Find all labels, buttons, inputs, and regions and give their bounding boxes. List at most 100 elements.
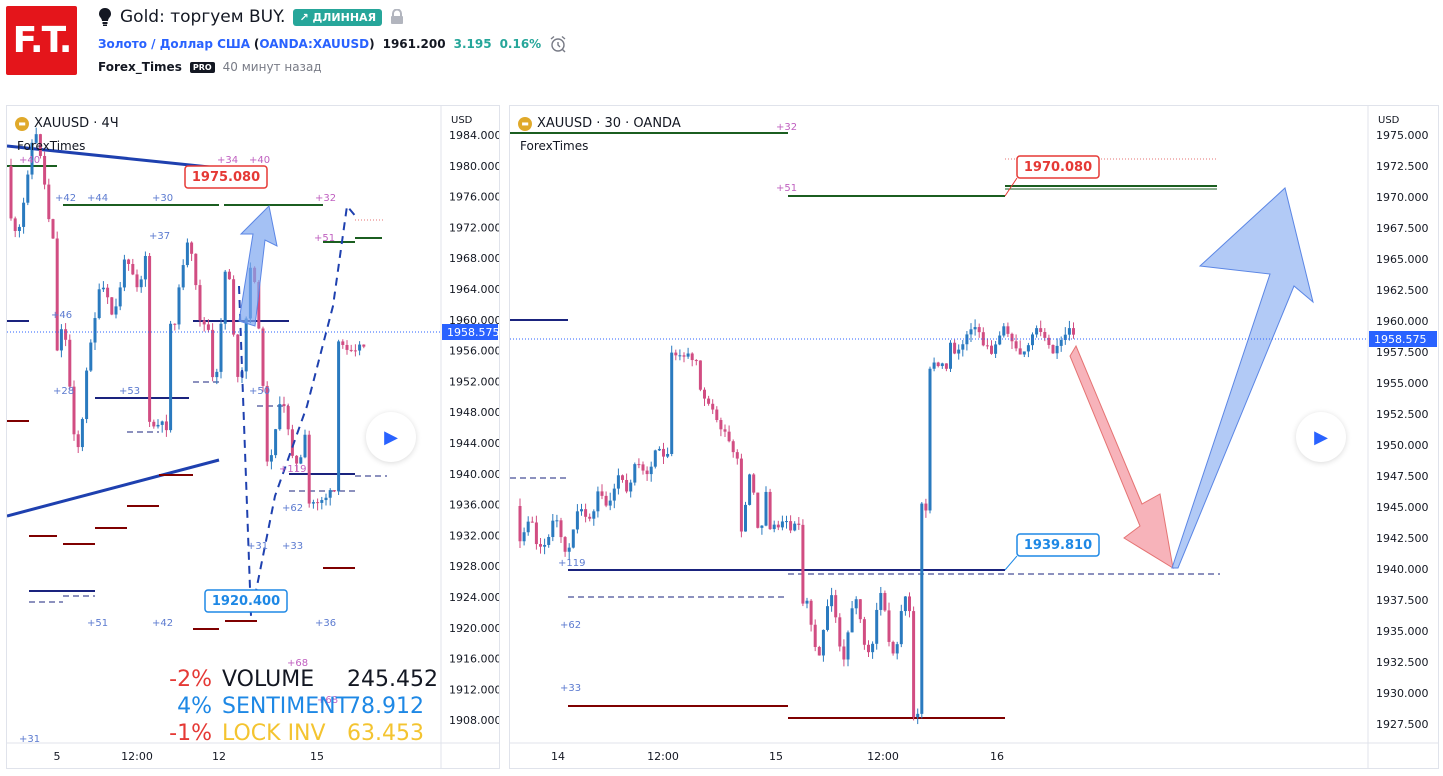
right-candle-body bbox=[994, 344, 998, 354]
right-candle-body bbox=[780, 521, 784, 528]
author-row: Forex_Times PRO 40 минут назад bbox=[98, 58, 322, 76]
right-candle-body bbox=[575, 511, 579, 530]
left-candle-body bbox=[269, 455, 273, 462]
left-candle-body bbox=[43, 155, 47, 185]
left-y-tick: 1976.000 bbox=[449, 191, 499, 204]
left-marker-label: +28 bbox=[53, 386, 74, 397]
left-marker-label: +40 bbox=[249, 155, 270, 166]
left-up-arrow bbox=[238, 204, 278, 327]
right-y-tick: 1962.500 bbox=[1376, 284, 1429, 297]
left-trendline-bottom bbox=[7, 458, 220, 518]
right-candle-body bbox=[899, 611, 903, 645]
right-last-price-box bbox=[1369, 331, 1437, 347]
right-candle-body bbox=[924, 503, 928, 511]
right-up-arrow bbox=[1171, 187, 1314, 569]
stat-sentiment-label: SENTIMENT bbox=[222, 694, 350, 719]
symbol-name-link[interactable]: Золото / Доллар США bbox=[98, 37, 251, 51]
left-candle-body bbox=[13, 218, 17, 232]
right-y-tick: 1940.000 bbox=[1376, 563, 1429, 576]
left-y-tick: 1980.000 bbox=[449, 160, 499, 173]
right-candle-body bbox=[916, 713, 920, 718]
right-candle-body bbox=[526, 521, 530, 533]
left-candle-body bbox=[118, 287, 122, 307]
right-candle-body bbox=[735, 452, 739, 459]
right-callout-bottom-pointer bbox=[1004, 555, 1018, 571]
right-candle-body bbox=[1018, 348, 1022, 355]
left-marker-label: +53 bbox=[119, 386, 140, 397]
left-y-tick: 1912.000 bbox=[449, 683, 499, 696]
right-marker-label: +62 bbox=[560, 620, 581, 631]
right-callout-top-text: 1970.080 bbox=[1024, 160, 1092, 175]
right-candle-body bbox=[1031, 334, 1034, 346]
right-y-tick: 1930.000 bbox=[1376, 687, 1429, 700]
symbol-link[interactable]: Золото / Доллар США (OANDA:XAUUSD) bbox=[98, 37, 375, 51]
right-candle-body bbox=[789, 521, 793, 531]
left-marker-label: +42 bbox=[55, 193, 76, 204]
right-x-tick: 14 bbox=[551, 750, 565, 763]
right-candle-body bbox=[969, 329, 973, 335]
right-candle-body bbox=[932, 362, 936, 369]
left-candle-body bbox=[299, 457, 303, 464]
left-candle-body bbox=[17, 226, 21, 232]
left-play-button[interactable]: ▶ bbox=[366, 412, 416, 462]
left-callout-bottom bbox=[204, 589, 288, 613]
right-y-tick: 1945.000 bbox=[1376, 501, 1429, 514]
right-y-tick: 1927.500 bbox=[1376, 718, 1429, 731]
right-candle-body bbox=[723, 429, 727, 432]
right-candle-body bbox=[653, 450, 657, 467]
symbol-code-open: ( bbox=[253, 37, 260, 51]
right-candle-body bbox=[752, 474, 756, 493]
right-x-tick: 12:00 bbox=[647, 750, 679, 763]
author-name[interactable]: Forex_Times bbox=[98, 60, 182, 74]
left-marker-label: +31 bbox=[19, 734, 40, 745]
right-candle-body bbox=[936, 362, 940, 367]
left-candle-body bbox=[307, 434, 311, 504]
right-candle-body bbox=[858, 599, 862, 620]
right-chart-panel[interactable]: 1970.080 1939.810 +32 +51 +119 +62 +33 USD 1975.… bbox=[509, 105, 1439, 769]
left-axis-currency: USD bbox=[451, 115, 473, 126]
left-candle-body bbox=[236, 334, 240, 377]
right-callout-bottom-text: 1939.810 bbox=[1024, 538, 1092, 553]
right-candle-body bbox=[604, 495, 608, 506]
left-y-tick: 1936.000 bbox=[449, 499, 499, 512]
right-candle-body bbox=[1051, 345, 1055, 354]
left-chart-legend: ▬ XAUUSD · 4Ч bbox=[15, 116, 119, 131]
left-candle-body bbox=[9, 166, 13, 219]
left-candle-body bbox=[148, 255, 152, 422]
right-candle-body bbox=[567, 547, 571, 552]
right-candle-body bbox=[797, 523, 801, 525]
left-marker-label: +31 bbox=[247, 541, 268, 552]
right-candle-body bbox=[715, 409, 719, 421]
left-x-tick: 15 bbox=[310, 750, 324, 763]
right-chart-canvas[interactable]: 1970.080 1939.810 +32 +51 +119 +62 +33 USD 1975.… bbox=[510, 106, 1438, 768]
left-marker-label: +44 bbox=[87, 193, 108, 204]
symbol-code-link[interactable]: OANDA:XAUUSD bbox=[259, 37, 370, 51]
right-candle-body bbox=[682, 355, 686, 357]
right-play-button[interactable]: ▶ bbox=[1296, 412, 1346, 462]
left-chart-canvas[interactable]: 1975.080 1920.400 +40 +42 +44 +30 +34 +40 +32 +37… bbox=[7, 106, 499, 768]
left-candle-body bbox=[114, 306, 118, 315]
left-y-tick: 1908.000 bbox=[449, 714, 499, 727]
left-marker-label: +68 bbox=[287, 658, 308, 669]
right-candle-body bbox=[887, 610, 891, 642]
right-callout-top bbox=[1016, 155, 1100, 179]
right-y-tick: 1967.500 bbox=[1376, 222, 1429, 235]
gold-symbol-icon: ▬ bbox=[15, 116, 29, 131]
left-candle-body bbox=[135, 274, 139, 288]
right-candle-body bbox=[1047, 337, 1051, 346]
right-candle-body bbox=[641, 464, 645, 471]
right-y-tick: 1957.500 bbox=[1376, 346, 1429, 359]
right-candle-body bbox=[813, 624, 817, 647]
left-chart-panel[interactable]: 1975.080 1920.400 +40 +42 +44 +30 +34 +40 +32 +37… bbox=[6, 105, 500, 769]
right-candle-body bbox=[559, 520, 563, 538]
right-candle-body bbox=[719, 420, 723, 430]
right-marker-label: +51 bbox=[776, 183, 797, 194]
left-callout-top bbox=[184, 165, 268, 189]
right-y-tick: 1960.000 bbox=[1376, 315, 1429, 328]
alarm-icon[interactable] bbox=[549, 35, 567, 53]
right-candle-body bbox=[674, 352, 678, 356]
right-y-tick: 1937.500 bbox=[1376, 594, 1429, 607]
left-marker-label: +34 bbox=[217, 155, 238, 166]
right-candle-body bbox=[867, 644, 870, 653]
left-x-tick: 5 bbox=[54, 750, 61, 763]
